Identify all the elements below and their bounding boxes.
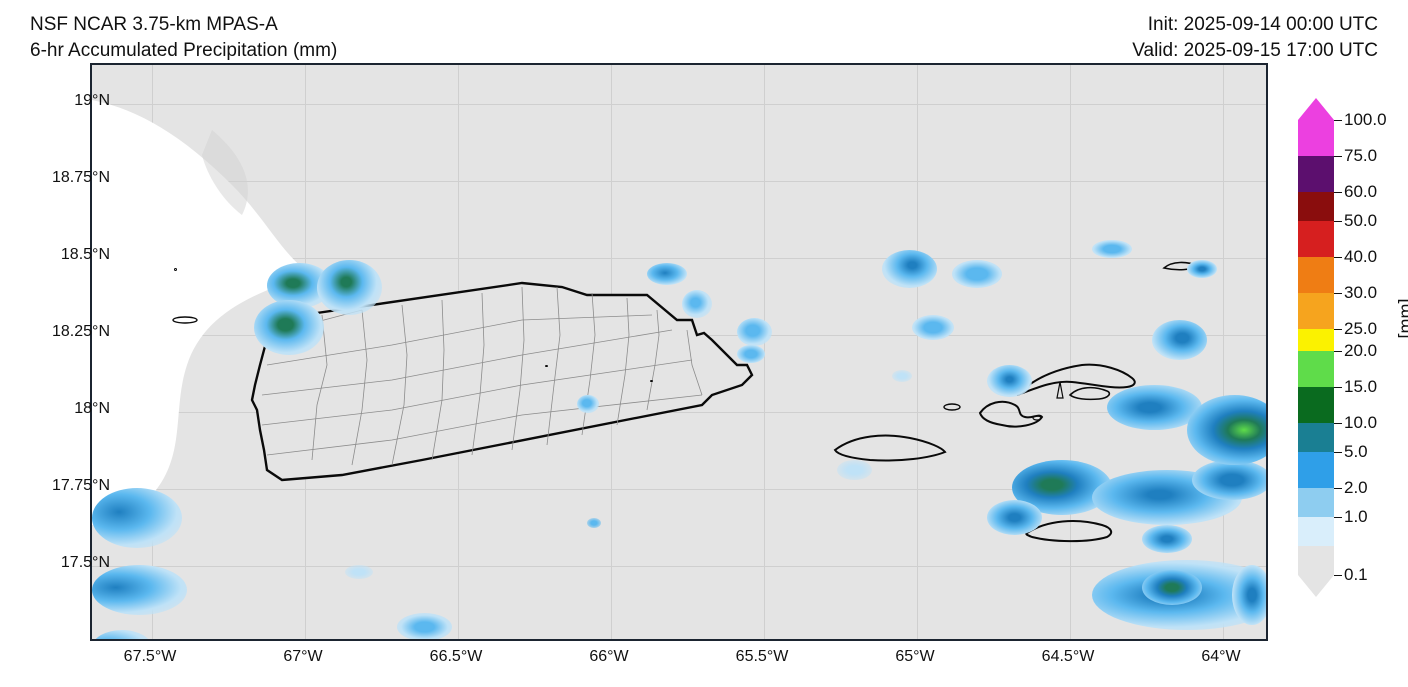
model-name-label: NSF NCAR 3.75-km MPAS-A: [30, 12, 337, 38]
colorbar-label-5: 5.0: [1344, 442, 1368, 462]
colorbar-label-100: 100.0: [1344, 110, 1387, 130]
colorbar-tick: [1334, 387, 1342, 388]
colorbar-segment-25: [1298, 329, 1334, 351]
colorbar-tick: [1334, 517, 1342, 518]
map-plot-area[interactable]: [90, 63, 1268, 641]
valid-time-label: Valid: 2025-09-15 17:00 UTC: [1132, 38, 1378, 64]
colorbar-segment-2: [1298, 488, 1334, 517]
colorbar-segment-20: [1298, 351, 1334, 387]
ytick-label: 18.25°N: [25, 323, 110, 341]
puerto-rico-island: [92, 65, 1268, 641]
xtick-label: 67°W: [283, 648, 322, 666]
colorbar-tick: [1334, 120, 1342, 121]
init-time-label: Init: 2025-09-14 00:00 UTC: [1132, 12, 1378, 38]
colorbar-label-50: 50.0: [1344, 211, 1377, 231]
colorbar-label-0-1: 0.1: [1344, 565, 1368, 585]
xtick-label: 64.5°W: [1042, 648, 1095, 666]
field-name-label: 6-hr Accumulated Precipitation (mm): [30, 38, 337, 64]
colorbar[interactable]: 100.0 75.0 60.0 50.0 40.0 30.0 25.0 20.0…: [1298, 98, 1334, 598]
colorbar-tick: [1334, 192, 1342, 193]
ytick-label: 17.5°N: [25, 554, 110, 572]
small-northeast-island: [1162, 258, 1202, 273]
colorbar-label-1: 1.0: [1344, 507, 1368, 527]
colorbar-tick: [1334, 257, 1342, 258]
colorbar-top-triangle: [1298, 98, 1334, 120]
colorbar-label-2: 2.0: [1344, 478, 1368, 498]
colorbar-unit-label: [mm]: [1396, 299, 1408, 339]
colorbar-label-20: 20.0: [1344, 341, 1377, 361]
xtick-label: 66.5°W: [430, 648, 483, 666]
colorbar-segment-10: [1298, 423, 1334, 452]
islet-marker: [650, 380, 653, 382]
colorbar-tick: [1334, 221, 1342, 222]
ytick-label: 18.75°N: [25, 169, 110, 187]
colorbar-label-40: 40.0: [1344, 247, 1377, 267]
xtick-label: 67.5°W: [124, 648, 177, 666]
colorbar-tick: [1334, 575, 1342, 576]
colorbar-segment-30: [1298, 293, 1334, 329]
weather-map-root: NSF NCAR 3.75-km MPAS-A 6-hr Accumulated…: [0, 0, 1408, 687]
colorbar-label-75: 75.0: [1344, 146, 1377, 166]
colorbar-tick: [1334, 329, 1342, 330]
colorbar-tick: [1334, 452, 1342, 453]
mona-island: [170, 315, 200, 325]
st-john-island: [1067, 383, 1117, 403]
xtick-label: 65°W: [895, 648, 934, 666]
islet-marker: [545, 365, 548, 367]
colorbar-segment-1: [1298, 517, 1334, 546]
colorbar-tick: [1334, 351, 1342, 352]
small-cay: [1032, 415, 1042, 421]
colorbar-label-10: 10.0: [1344, 413, 1377, 433]
xtick-label: 65.5°W: [736, 648, 789, 666]
colorbar-bottom-triangle: [1298, 575, 1334, 597]
colorbar-tick: [1334, 156, 1342, 157]
colorbar-label-60: 60.0: [1344, 182, 1377, 202]
xtick-label: 66°W: [589, 648, 628, 666]
small-cay: [942, 402, 962, 412]
colorbar-tick: [1334, 488, 1342, 489]
colorbar-label-25: 25.0: [1344, 319, 1377, 339]
colorbar-segment-0-1: [1298, 546, 1334, 575]
colorbar-segment-40: [1298, 257, 1334, 293]
colorbar-label-15: 15.0: [1344, 377, 1377, 397]
colorbar-segment-75: [1298, 156, 1334, 192]
header-right-time: Init: 2025-09-14 00:00 UTC Valid: 2025-0…: [1132, 12, 1378, 63]
st-croix-island: [1022, 515, 1122, 545]
ytick-label: 18°N: [25, 400, 110, 418]
colorbar-tick: [1334, 293, 1342, 294]
ytick-label: 18.5°N: [25, 246, 110, 264]
vieques-island: [830, 430, 950, 470]
colorbar-segment-50: [1298, 221, 1334, 257]
colorbar-label-30: 30.0: [1344, 283, 1377, 303]
ytick-label: 19°N: [25, 92, 110, 110]
colorbar-segment-100: [1298, 120, 1334, 156]
colorbar-segment-5: [1298, 452, 1334, 488]
colorbar-tick: [1334, 423, 1342, 424]
colorbar-segment-60: [1298, 192, 1334, 221]
islet-marker: [174, 268, 177, 271]
header-left-title: NSF NCAR 3.75-km MPAS-A 6-hr Accumulated…: [30, 12, 337, 63]
xtick-label: 64°W: [1201, 648, 1240, 666]
colorbar-segment-15: [1298, 387, 1334, 423]
ytick-label: 17.75°N: [25, 477, 110, 495]
